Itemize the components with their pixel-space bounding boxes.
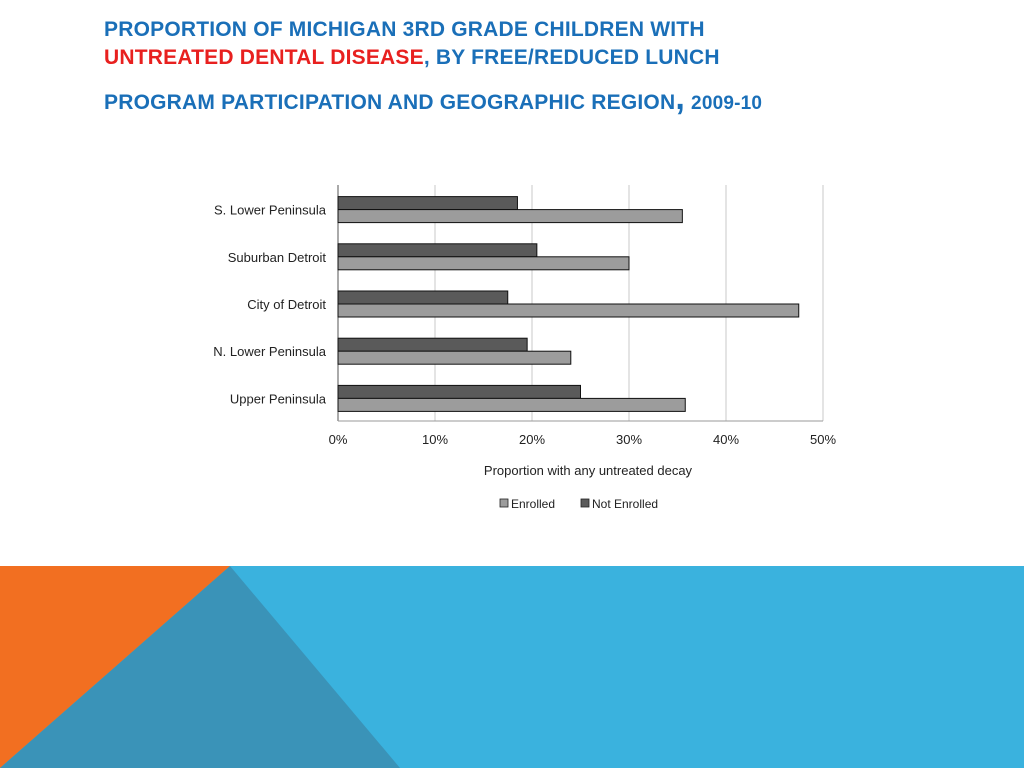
- bar-not-enrolled: [337, 384, 581, 399]
- x-tick-label: 0%: [329, 432, 348, 447]
- title-line-2: , BY FREE/REDUCED LUNCH: [423, 46, 720, 69]
- legend-label-not-enrolled: Not Enrolled: [592, 497, 658, 511]
- title-highlight: UNTREATED DENTAL DISEASE: [104, 46, 424, 69]
- x-tick-label: 30%: [616, 432, 642, 447]
- x-axis-label: Proportion with any untreated decay: [484, 463, 693, 478]
- bar-enrolled: [337, 397, 686, 412]
- bar-enrolled: [337, 303, 800, 318]
- category-label: S. Lower Peninsula: [214, 203, 327, 218]
- x-tick-labels: 0% 10% 20% 30% 40% 50%: [329, 432, 837, 447]
- title-line-1: PROPORTION OF MICHIGAN 3RD GRADE CHILDRE…: [104, 18, 705, 41]
- x-tick-label: 50%: [810, 432, 836, 447]
- category-label: City of Detroit: [247, 297, 326, 312]
- legend-swatch-not-enrolled: [580, 498, 590, 508]
- bar-chart: S. Lower Peninsula Suburban Detroit City o…: [213, 185, 837, 511]
- bar-enrolled: [337, 209, 683, 224]
- legend-swatch-enrolled: [499, 498, 509, 508]
- title-line-3: PROGRAM PARTICIPATION AND GEOGRAPHIC REG…: [104, 91, 676, 114]
- footer-dark-blue-triangle: [0, 566, 400, 768]
- decorative-footer: [0, 566, 1024, 768]
- x-tick-label: 10%: [422, 432, 448, 447]
- title-comma: ,: [675, 79, 685, 117]
- bar-not-enrolled: [337, 243, 538, 258]
- category-label: N. Lower Peninsula: [213, 344, 326, 359]
- bar-not-enrolled: [337, 290, 509, 305]
- bar-enrolled: [337, 256, 630, 271]
- bar-enrolled: [337, 350, 572, 365]
- slide-title: PROPORTION OF MICHIGAN 3RD GRADE CHILDRE…: [104, 16, 1004, 118]
- bar-not-enrolled: [337, 337, 528, 352]
- chart-bars: [337, 196, 800, 412]
- legend-label-enrolled: Enrolled: [511, 497, 555, 511]
- bar-not-enrolled: [337, 196, 518, 211]
- category-label: Upper Peninsula: [230, 391, 327, 406]
- category-label: Suburban Detroit: [228, 250, 327, 265]
- chart-legend: Enrolled Not Enrolled: [499, 497, 658, 511]
- title-year: 2009-10: [691, 93, 763, 114]
- category-labels: S. Lower Peninsula Suburban Detroit City o…: [213, 203, 326, 407]
- x-tick-label: 20%: [519, 432, 545, 447]
- x-tick-label: 40%: [713, 432, 739, 447]
